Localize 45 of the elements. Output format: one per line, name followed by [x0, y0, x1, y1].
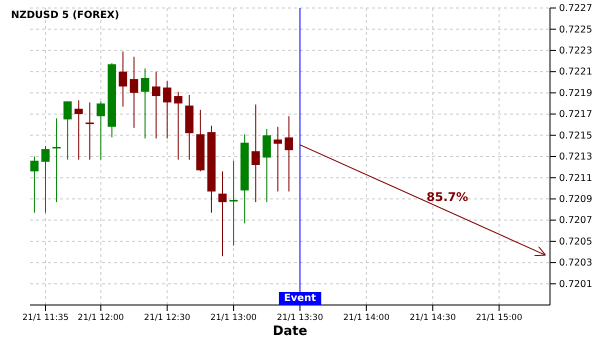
candlestick — [63, 100, 72, 160]
chart-title: NZDUSD 5 (FOREX) — [11, 10, 120, 21]
y-tick-label: 0.7203 — [559, 258, 592, 269]
y-tick-label: 0.7207 — [559, 215, 592, 226]
y-tick-label: 0.7205 — [559, 236, 592, 248]
candlestick — [140, 68, 150, 139]
candlestick — [52, 118, 61, 203]
candlestick — [41, 145, 50, 214]
x-tick-label: 21/1 14:00 — [343, 313, 390, 324]
ref-line-label: Event — [284, 293, 316, 304]
x-tick-label: 21/1 12:00 — [78, 313, 124, 324]
x-axis-title: Date — [272, 324, 308, 339]
y-tick-label: 0.7211 — [559, 172, 592, 184]
candlestick — [252, 104, 260, 203]
y-tick-label: 0.7217 — [559, 109, 592, 120]
y-tick-label: 0.7223 — [559, 45, 592, 56]
candlestick — [174, 91, 182, 160]
y-tick-label: 0.7213 — [559, 152, 592, 163]
annotation: 85.7% — [426, 190, 468, 204]
x-tick-label: 21/1 15:00 — [476, 313, 522, 324]
candlestick — [229, 160, 238, 246]
x-tick-label: 21/1 12:30 — [144, 313, 190, 324]
candlestick — [262, 128, 271, 203]
candlestick — [218, 170, 227, 257]
candlestick — [96, 100, 105, 160]
candlestick — [274, 126, 282, 192]
x-tick-label: 21/1 13:00 — [210, 313, 257, 324]
x-tick-label: 21/1 11:35 — [22, 313, 69, 324]
candlestick — [74, 100, 83, 160]
y-tick-label: 0.7201 — [559, 278, 592, 290]
candlestick — [118, 50, 128, 108]
candlestick — [130, 56, 138, 128]
candlestick — [152, 71, 160, 139]
candlestick — [163, 80, 172, 139]
x-tick-label: 21/1 14:30 — [410, 313, 456, 324]
y-tick-label: 0.7227 — [559, 3, 592, 14]
candlestick — [86, 102, 94, 160]
y-tick-label: 0.7225 — [559, 24, 592, 36]
x-tick-label: 21/1 13:30 — [276, 313, 324, 324]
y-tick-label: 0.7219 — [559, 88, 592, 99]
y-tick-label: 0.7221 — [559, 66, 592, 78]
y-tick-label: 0.7215 — [559, 130, 592, 142]
y-tick-label: 0.7209 — [559, 194, 592, 205]
candlestick — [30, 156, 39, 214]
candlestick — [284, 116, 294, 192]
